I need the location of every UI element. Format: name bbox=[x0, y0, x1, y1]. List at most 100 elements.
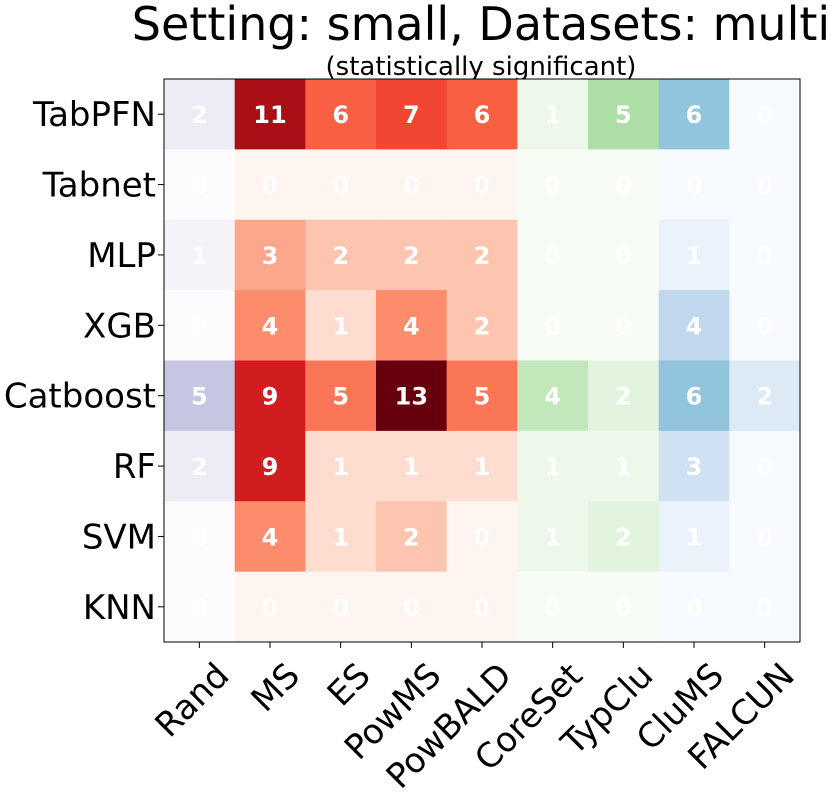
heatmap-cell bbox=[729, 290, 801, 362]
cell-value-label: 2 bbox=[615, 383, 632, 411]
heatmap-cells: 2 11 6 7 6 1 5 6 00 0 0 0 0 0 0 0 01 3 2 2 2 0 0 1 00 4 1 4 2 0 0 4 05 9 5… bbox=[164, 79, 801, 643]
heatmap-cell bbox=[658, 290, 730, 362]
heatmap-cell bbox=[729, 79, 801, 150]
heatmap-cell bbox=[164, 290, 236, 362]
heatmap-cell bbox=[164, 219, 236, 291]
heatmap-cell bbox=[658, 501, 730, 573]
heatmap-cell bbox=[588, 430, 660, 502]
heatmap-cell bbox=[446, 149, 518, 221]
heatmap-cell bbox=[376, 430, 448, 502]
cell-value-label: 2 bbox=[403, 523, 420, 551]
heatmap-cell bbox=[305, 219, 377, 291]
heatmap-cell bbox=[658, 360, 730, 432]
cell-value-label: 1 bbox=[332, 523, 349, 551]
cell-value-label: 0 bbox=[262, 172, 279, 200]
heatmap-cell bbox=[446, 360, 518, 432]
heatmap-cell bbox=[305, 149, 377, 221]
heatmap-cell bbox=[446, 290, 518, 362]
heatmap-cell bbox=[164, 501, 236, 573]
cell-value-label: 0 bbox=[474, 172, 491, 200]
cell-value-label: 5 bbox=[474, 383, 491, 411]
cell-value-label: 4 bbox=[262, 312, 279, 340]
heatmap-cell bbox=[517, 290, 589, 362]
cell-value-label: 6 bbox=[332, 101, 349, 129]
heatmap-cell bbox=[588, 149, 660, 221]
cell-value-label: 0 bbox=[615, 312, 632, 340]
heatmap-cell bbox=[517, 219, 589, 291]
y-tick-label: TabPFN bbox=[32, 95, 156, 135]
heatmap-cell bbox=[305, 360, 377, 432]
heatmap-cell bbox=[234, 149, 306, 221]
heatmap-cell bbox=[234, 79, 306, 150]
cell-value-label: 2 bbox=[191, 453, 208, 481]
cell-value-label: 7 bbox=[403, 101, 420, 129]
cell-value-label: 0 bbox=[615, 594, 632, 622]
heatmap-cell bbox=[658, 430, 730, 502]
cell-value-label: 2 bbox=[615, 523, 632, 551]
heatmap-cell bbox=[658, 79, 730, 150]
cell-value-label: 9 bbox=[262, 453, 279, 481]
heatmap-cell bbox=[588, 501, 660, 573]
cell-value-label: 0 bbox=[191, 523, 208, 551]
cell-value-label: 0 bbox=[756, 172, 773, 200]
heatmap-cell bbox=[729, 430, 801, 502]
heatmap-cell bbox=[658, 219, 730, 291]
cell-value-label: 2 bbox=[332, 242, 349, 270]
heatmap-cell bbox=[234, 360, 306, 432]
heatmap-cell bbox=[658, 149, 730, 221]
cell-value-label: 1 bbox=[686, 523, 703, 551]
y-axis-labels: TabPFN Tabnet MLP XGB Catboost RF SVM KNN bbox=[4, 95, 164, 628]
heatmap-cell bbox=[376, 219, 448, 291]
cell-value-label: 4 bbox=[262, 523, 279, 551]
x-axis-labels: Rand MS ESPowMSPowBALDCoreSetTypCluCluMSFA… bbox=[148, 642, 803, 794]
cell-value-label: 4 bbox=[403, 312, 420, 340]
heatmap-cell bbox=[729, 571, 801, 643]
heatmap-cell bbox=[305, 79, 377, 150]
y-tick-label: RF bbox=[113, 447, 156, 487]
heatmap-cell bbox=[446, 430, 518, 502]
cell-value-label: 0 bbox=[756, 453, 773, 481]
heatmap-cell bbox=[376, 360, 448, 432]
cell-value-label: 5 bbox=[191, 383, 208, 411]
cell-value-label: 0 bbox=[544, 242, 561, 270]
cell-value-label: 1 bbox=[474, 453, 491, 481]
cell-value-label: 1 bbox=[332, 312, 349, 340]
cell-value-label: 4 bbox=[686, 312, 703, 340]
heatmap-cell bbox=[376, 290, 448, 362]
y-tick-label: KNN bbox=[83, 588, 156, 628]
heatmap-cell bbox=[517, 571, 589, 643]
heatmap-cell bbox=[729, 149, 801, 221]
heatmap-cell bbox=[305, 501, 377, 573]
heatmap-cell bbox=[376, 79, 448, 150]
cell-value-label: 6 bbox=[474, 101, 491, 129]
heatmap-cell bbox=[305, 290, 377, 362]
chart-title: Setting: small, Datasets: multi bbox=[132, 0, 830, 51]
heatmap-cell bbox=[234, 219, 306, 291]
cell-value-label: 1 bbox=[544, 453, 561, 481]
heatmap-cell bbox=[517, 149, 589, 221]
heatmap-cell bbox=[588, 219, 660, 291]
chart-subtitle: (statistically significant) bbox=[326, 52, 637, 82]
heatmap-cell bbox=[376, 501, 448, 573]
heatmap-cell bbox=[446, 571, 518, 643]
heatmap-cell bbox=[588, 571, 660, 643]
cell-value-label: 0 bbox=[544, 594, 561, 622]
cell-value-label: 0 bbox=[756, 523, 773, 551]
cell-value-label: 0 bbox=[615, 242, 632, 270]
cell-value-label: 1 bbox=[332, 453, 349, 481]
heatmap-cell bbox=[517, 501, 589, 573]
cell-value-label: 0 bbox=[403, 172, 420, 200]
heatmap-cell bbox=[164, 430, 236, 502]
heatmap-cell bbox=[517, 430, 589, 502]
cell-value-label: 2 bbox=[756, 383, 773, 411]
heatmap-cell bbox=[729, 360, 801, 432]
y-tick-label: Tabnet bbox=[42, 166, 156, 206]
heatmap-cell bbox=[164, 360, 236, 432]
cell-value-label: 0 bbox=[756, 594, 773, 622]
cell-value-label: 0 bbox=[332, 172, 349, 200]
heatmap-cell bbox=[658, 571, 730, 643]
y-tick-label: XGB bbox=[83, 306, 156, 346]
cell-value-label: 5 bbox=[332, 383, 349, 411]
